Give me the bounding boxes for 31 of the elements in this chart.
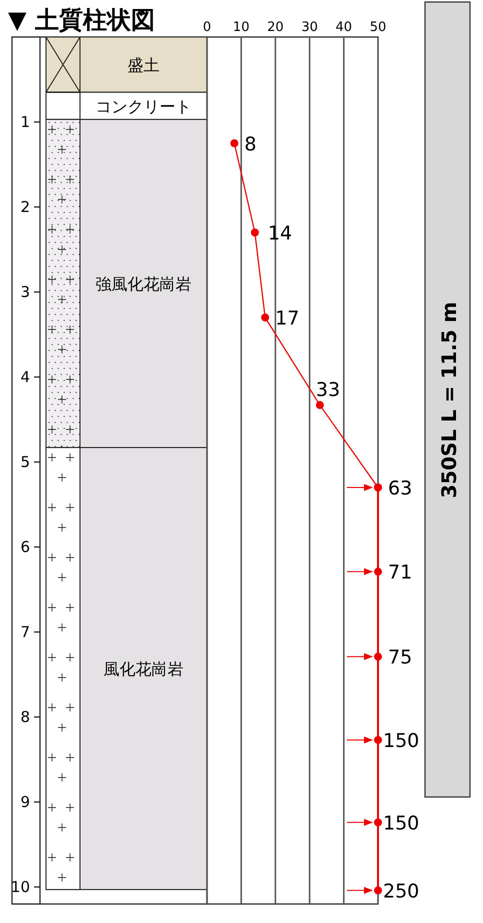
y-tick-label: 6 (20, 538, 30, 556)
y-tick-label: 4 (20, 368, 30, 386)
y-tick-label: 1 (20, 112, 30, 131)
y-tick-label: 7 (20, 622, 30, 641)
annotation: 63 (388, 478, 412, 500)
y-tick-label: 9 (20, 792, 30, 811)
chart-title: ▼ 土質柱状図 (8, 6, 155, 34)
y-tick-label: 3 (20, 282, 30, 301)
legend-label: コンクリート (96, 96, 192, 116)
annotation: 75 (388, 646, 412, 669)
y-tick-label: 2 (20, 198, 30, 216)
annotation: 33 (316, 379, 340, 402)
y-tick-label: 8 (20, 708, 30, 726)
y-tick-label: 10 (10, 878, 30, 896)
y-tick-label: 5 (20, 452, 30, 471)
x-tick-label: 30 (301, 20, 318, 35)
x-tick-label: 40 (336, 20, 352, 35)
series-label: 盛土 (128, 56, 160, 75)
annotation: 8 (244, 133, 256, 156)
x-tick-label: 10 (232, 20, 250, 35)
annotation: 17 (275, 308, 300, 330)
series-label: 風化花崗岩 (104, 660, 184, 679)
annotation: 150 (383, 730, 420, 752)
x-tick-label: 0 (202, 20, 212, 35)
series-label: 強風化花崗岩 (96, 274, 192, 294)
text: 350SL L = 11.5 m (437, 302, 461, 498)
x-tick-label: 50 (370, 20, 386, 35)
x-tick-label: 20 (267, 20, 284, 35)
annotation: 250 (383, 880, 420, 902)
annotation: 71 (388, 562, 412, 584)
annotation: 150 (383, 812, 420, 834)
